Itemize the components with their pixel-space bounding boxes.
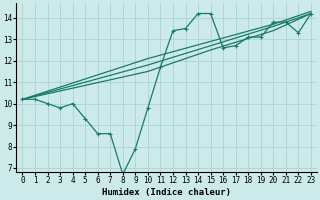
X-axis label: Humidex (Indice chaleur): Humidex (Indice chaleur) [102,188,231,197]
